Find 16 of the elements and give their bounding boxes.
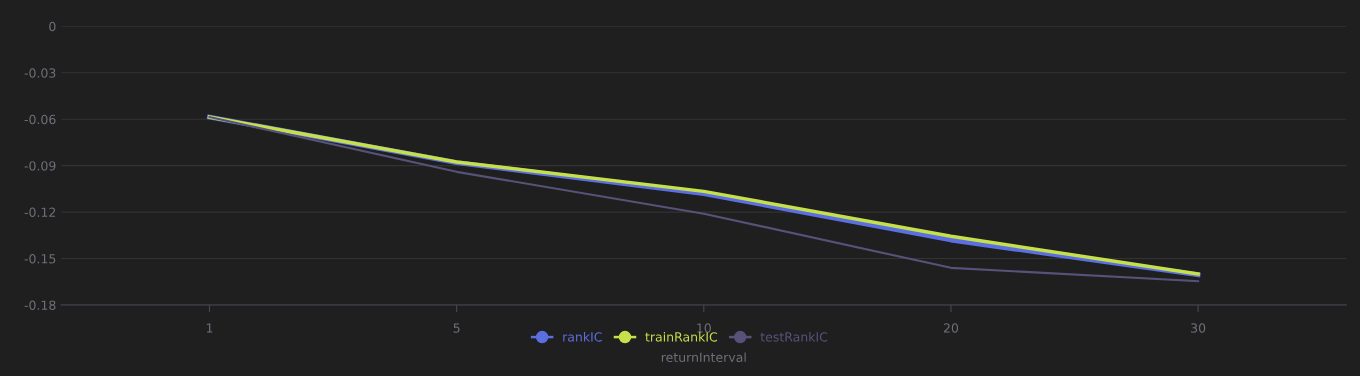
x-tick-label: 20: [943, 323, 959, 333]
legend-label: rankIC: [563, 331, 602, 342]
x-tick-label: 5: [453, 323, 460, 333]
x-axis-title: returnInterval: [661, 352, 746, 363]
y-tick-label: -0.09: [24, 161, 56, 171]
y-tick-label: -0.03: [24, 68, 56, 78]
y-tick-label: -0.06: [24, 114, 56, 125]
y-tick-label: -0.18: [24, 300, 56, 310]
x-tick-label: 30: [1191, 323, 1206, 333]
y-tick-label: 0: [49, 21, 56, 32]
legend-label: testRankIC: [760, 331, 828, 342]
x-tick-label: 10: [697, 323, 711, 333]
y-tick-label: -0.15: [24, 254, 56, 264]
x-tick-label: 1: [206, 323, 213, 333]
y-tick-label: -0.12: [24, 207, 56, 218]
legend-label: trainRankIC: [645, 331, 718, 342]
